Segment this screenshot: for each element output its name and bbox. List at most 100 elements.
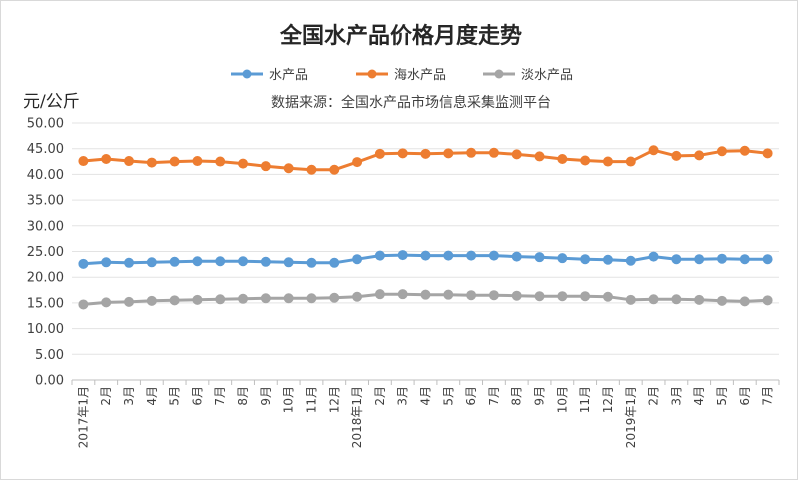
y-tick-label: 40.00 [27,168,64,183]
data-point [238,293,249,304]
x-tick-label: 8月 [236,386,250,406]
data-point [215,294,226,305]
data-point [374,289,385,300]
x-tick-label: 10月 [555,386,569,413]
data-point [78,258,89,269]
data-point [739,254,750,265]
data-point [352,291,363,302]
legend: 水产品 海水产品 淡水产品 [231,68,573,83]
data-point [169,156,180,167]
legend-label: 淡水产品 [521,68,573,83]
data-point [671,294,682,305]
y-tick-label: 35.00 [27,194,64,209]
data-point [443,250,454,261]
x-tick-label: 10月 [282,386,296,413]
data-point [260,256,271,267]
legend-item: 海水产品 [356,68,446,83]
data-point [557,253,568,264]
data-point [580,254,591,265]
source-note: 数据来源：全国水产品市场信息采集监测平台 [271,94,551,111]
data-point [420,250,431,261]
legend-swatch-marker [494,69,504,79]
x-tick-label: 7月 [761,386,775,406]
y-tick-label: 50.00 [27,117,64,132]
data-point [124,257,135,268]
series-0 [78,250,773,269]
data-point [602,254,613,265]
data-point [557,153,568,164]
x-tick-label: 11月 [578,386,592,413]
data-point [260,293,271,304]
x-tick-label: 5月 [715,386,729,406]
data-point [329,292,340,303]
x-tick-label: 2018年1月 [350,386,364,448]
data-point [260,161,271,172]
data-point [762,254,773,265]
x-tick-label: 3月 [396,386,410,406]
x-tick-label: 2019年1月 [624,386,638,448]
x-tick-label: 2月 [373,386,387,406]
data-point [306,293,317,304]
y-tick-label: 15.00 [27,296,64,311]
data-point [124,296,135,307]
data-point [625,255,636,266]
data-point [694,294,705,305]
data-point [671,254,682,265]
data-point [192,256,203,267]
data-point [580,291,591,302]
data-point [716,295,727,306]
x-tick-label: 3月 [122,386,136,406]
data-point [397,148,408,159]
legend-swatch-marker [242,69,252,79]
data-point [739,145,750,156]
data-point [283,293,294,304]
data-point [648,251,659,262]
x-tick-label: 3月 [669,386,683,406]
data-point [283,163,294,174]
legend-label: 海水产品 [394,68,446,83]
x-tick-label: 2月 [99,386,113,406]
data-point [534,151,545,162]
data-point [716,253,727,264]
legend-label: 水产品 [269,68,308,83]
y-tick-label: 10.00 [27,322,64,337]
y-tick-label: 30.00 [27,219,64,234]
data-point [374,148,385,159]
data-point [420,289,431,300]
data-point [215,156,226,167]
data-point [511,149,522,160]
data-point [146,157,157,168]
data-point [397,250,408,261]
data-point [739,296,750,307]
data-point [283,257,294,268]
data-point [488,147,499,158]
data-point [625,156,636,167]
data-point [374,250,385,261]
x-tick-label: 12月 [327,386,341,413]
x-tick-label: 6月 [190,386,204,406]
data-point [443,148,454,159]
x-tick-label: 2月 [647,386,661,406]
data-point [580,155,591,166]
x-tick-label: 9月 [259,386,273,406]
legend-item: 水产品 [231,68,308,83]
data-point [306,164,317,175]
series-2 [78,289,773,310]
data-point [694,254,705,265]
y-tick-label: 5.00 [35,348,64,363]
data-point [511,251,522,262]
data-point [329,164,340,175]
gridlines [72,122,779,381]
data-point [146,257,157,268]
x-tick-label: 5月 [168,386,182,406]
data-point [762,148,773,159]
chart-title: 全国水产品价格月度走势 [279,23,522,49]
data-point [352,157,363,168]
x-tick-label: 2017年1月 [76,386,90,448]
data-point [146,295,157,306]
data-point [602,291,613,302]
y-axis-ticks: 0.00 5.00 10.00 15.00 20.00 25.00 30.00 35.00 40… [27,117,64,389]
data-point [534,252,545,263]
x-tick-label: 6月 [738,386,752,406]
